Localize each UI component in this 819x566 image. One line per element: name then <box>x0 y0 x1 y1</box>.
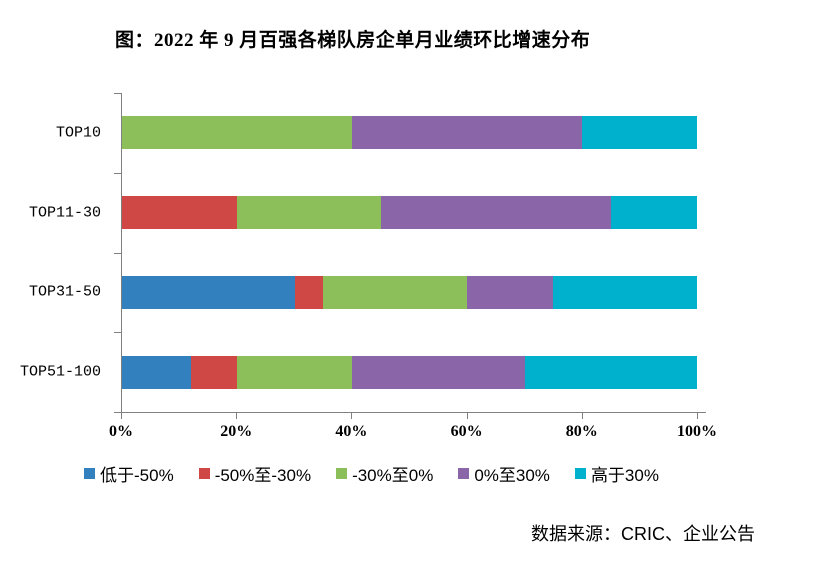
legend-item: -30%至0% <box>336 461 433 486</box>
stacked-bar <box>122 196 697 230</box>
legend-swatch-icon <box>336 468 348 479</box>
x-tick <box>697 413 698 419</box>
y-tick <box>114 332 122 334</box>
stacked-bar <box>122 116 697 150</box>
legend-label: -50%至-30% <box>214 466 312 485</box>
stacked-bar <box>122 355 697 389</box>
legend-swatch-icon <box>84 468 95 479</box>
legend-item: -50%至-30% <box>198 461 312 486</box>
category-label: TOP10 <box>55 124 101 142</box>
y-axis-labels: TOP10 TOP11-30 TOP31-50 TOP51-100 <box>0 93 112 412</box>
bar-row-top11-30 <box>122 173 697 253</box>
legend: 低于-50% -50%至-30% -30%至0% 0%至30% 高于30% <box>84 461 659 486</box>
category-label: TOP11-30 <box>28 204 101 222</box>
x-tick <box>581 413 583 419</box>
bar-segment <box>323 275 467 309</box>
bar-segment <box>294 275 324 309</box>
bar-row-top31-50 <box>122 253 697 333</box>
bar-row-top51-100 <box>122 332 697 412</box>
legend-swatch-icon <box>458 468 470 479</box>
legend-label: -30%至0% <box>352 466 434 485</box>
stacked-bar <box>122 275 697 309</box>
bar-segment <box>122 275 295 309</box>
bar-segment <box>582 116 697 150</box>
bar-segment <box>467 275 554 309</box>
y-tick <box>114 252 122 254</box>
bar-row-top10 <box>122 93 697 173</box>
bar-segment <box>237 196 381 230</box>
chart-title: 图：2022 年 9 月百强各梯队房企单月业绩环比增速分布 <box>115 30 591 51</box>
legend-item: 低于-50% <box>84 461 174 486</box>
bar-segment <box>610 196 697 230</box>
x-tick-label: 80% <box>565 423 598 440</box>
y-tick <box>114 172 122 174</box>
plot-area <box>114 93 697 413</box>
x-tick-label: 100% <box>677 423 717 440</box>
x-tick-label: 40% <box>335 423 368 440</box>
data-source: 数据来源：CRIC、企业公告 <box>531 524 755 544</box>
x-tick <box>236 413 238 419</box>
x-tick-label: 0% <box>109 423 133 440</box>
x-tick <box>121 413 122 419</box>
y-tick <box>114 93 122 94</box>
x-tick-label: 20% <box>220 423 253 440</box>
bar-segment <box>380 196 611 230</box>
bar-segment <box>352 355 525 389</box>
x-tick <box>351 413 353 419</box>
bar-segment <box>122 355 191 389</box>
legend-swatch-icon <box>574 468 586 479</box>
x-tick <box>466 413 468 419</box>
legend-item: 高于30% <box>574 461 659 486</box>
bar-segment <box>122 196 237 230</box>
x-tick-label: 60% <box>450 423 483 440</box>
legend-item: 0%至30% <box>458 461 550 486</box>
x-axis: 0% 20% 40% 60% 80% 100% <box>109 412 717 457</box>
bar-segment <box>122 116 352 150</box>
legend-label: 高于30% <box>590 466 659 485</box>
category-label: TOP31-50 <box>28 283 101 301</box>
legend-label: 0%至30% <box>474 466 550 485</box>
bar-segment <box>237 355 352 389</box>
legend-swatch-icon <box>198 468 210 479</box>
bar-segment <box>524 355 697 389</box>
category-label: TOP51-100 <box>19 363 101 381</box>
y-tick <box>114 412 122 413</box>
bar-segment <box>553 275 697 309</box>
bar-segment <box>191 355 237 389</box>
bar-segment <box>352 116 582 150</box>
legend-label: 低于-50% <box>100 466 174 485</box>
